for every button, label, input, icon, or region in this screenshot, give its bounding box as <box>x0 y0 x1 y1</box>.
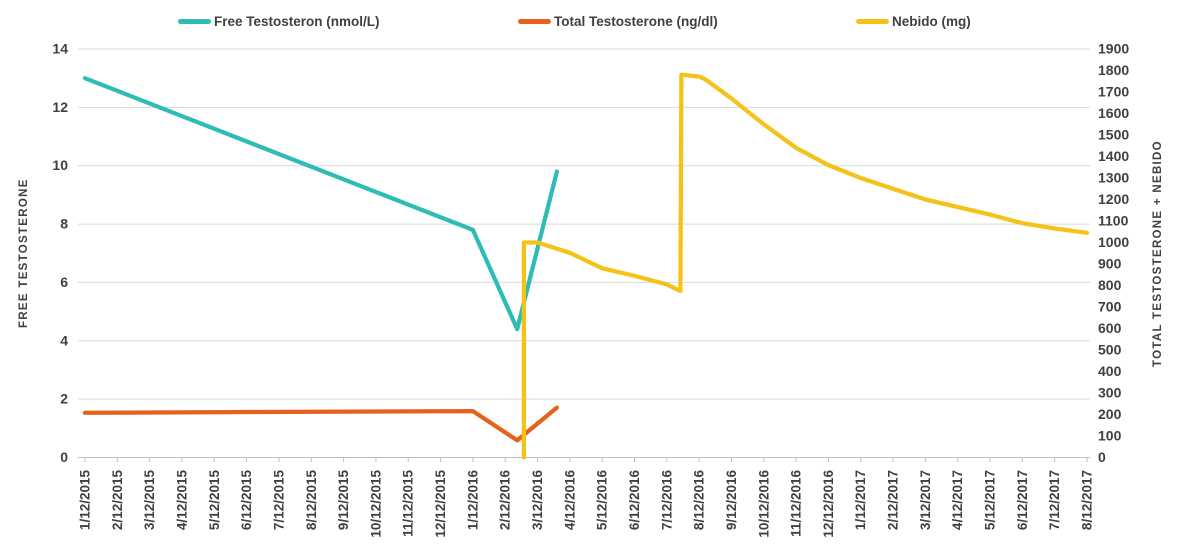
right-y-tick-label: 1000 <box>1098 234 1129 250</box>
right-y-tick-label: 1400 <box>1098 148 1129 164</box>
right-y-tick-label: 600 <box>1098 320 1122 336</box>
x-axis-tick-label: 2/12/2016 <box>498 470 513 531</box>
right-y-tick-label: 200 <box>1098 406 1122 422</box>
x-axis-tick-label: 4/12/2015 <box>174 470 189 531</box>
right-axis-title: TOTAL TESTOSTERONE + NEBIDO <box>1152 140 1164 367</box>
x-axis-tick-label: 5/12/2016 <box>595 470 610 531</box>
legend-label-nebido: Nebido (mg) <box>892 13 971 29</box>
x-axis-tick-label: 4/12/2017 <box>950 470 965 530</box>
right-y-tick-label: 1300 <box>1098 170 1129 186</box>
right-y-tick-label: 300 <box>1098 385 1122 401</box>
series-line-nebido-mg <box>521 72 1090 460</box>
x-axis-tick-label: 11/12/2016 <box>789 470 804 537</box>
x-axis-tick-label: 3/12/2015 <box>142 470 157 531</box>
x-axis-tick-label: 2/12/2015 <box>110 470 125 531</box>
x-axis-tick-label: 12/12/2015 <box>433 470 448 538</box>
x-axis-tick-label: 3/12/2016 <box>530 470 545 531</box>
right-y-tick-label: 0 <box>1098 449 1106 465</box>
left-y-tick-label: 2 <box>60 391 68 407</box>
right-y-tick-label: 1800 <box>1098 62 1129 78</box>
left-y-tick-label: 10 <box>52 157 68 173</box>
x-axis-tick-label: 6/12/2017 <box>1015 470 1030 530</box>
right-y-tick-label: 1900 <box>1098 41 1129 57</box>
series-line-total-testosterone-ng-dl <box>82 405 560 443</box>
x-axis-tick-label: 3/12/2017 <box>918 470 933 530</box>
x-axis-tick-label: 8/12/2015 <box>304 470 319 531</box>
x-axis-tick-label: 10/12/2015 <box>368 470 383 538</box>
x-axis-tick-label: 8/12/2017 <box>1080 470 1095 530</box>
x-axis-tick-label: 1/12/2017 <box>853 470 868 530</box>
left-y-tick-label: 4 <box>60 332 68 348</box>
x-axis-tick-label: 8/12/2016 <box>692 470 707 531</box>
x-axis-tick-label: 9/12/2015 <box>336 470 351 531</box>
left-y-tick-label: 0 <box>60 449 68 465</box>
x-axis-tick-label: 7/12/2016 <box>659 470 674 531</box>
right-y-tick-label: 1100 <box>1098 213 1129 229</box>
x-axis-tick-label: 7/12/2015 <box>271 470 286 531</box>
x-axis-tick-label: 5/12/2017 <box>983 470 998 530</box>
left-y-tick-label: 6 <box>60 274 68 290</box>
right-y-tick-label: 900 <box>1098 256 1122 272</box>
right-y-tick-label: 1700 <box>1098 84 1129 100</box>
legend-item-free-testosteron: Free Testosteron (nmol/L) <box>178 12 380 30</box>
right-y-tick-label: 1600 <box>1098 105 1129 121</box>
left-y-tick-label: 12 <box>52 99 68 115</box>
x-axis-tick-label: 2/12/2017 <box>886 470 901 530</box>
legend-swatch-total-testosterone <box>518 18 551 24</box>
x-axis-tick-label: 1/12/2016 <box>465 470 480 531</box>
series-line-free-testosteron-nmol-l <box>82 76 560 332</box>
right-y-tick-label: 500 <box>1098 342 1122 358</box>
x-axis-tick-label: 4/12/2016 <box>562 470 577 531</box>
legend-item-nebido: Nebido (mg) <box>856 12 971 30</box>
right-y-tick-label: 100 <box>1098 428 1122 444</box>
right-y-tick-label: 700 <box>1098 299 1122 315</box>
right-y-tick-label: 800 <box>1098 277 1122 293</box>
x-axis-tick-label: 5/12/2015 <box>207 470 222 531</box>
left-y-tick-label: 14 <box>52 41 68 57</box>
x-axis-tick-label: 6/12/2015 <box>239 470 254 531</box>
legend-item-total-testosterone: Total Testosterone (ng/dl) <box>518 12 718 30</box>
x-axis-tick-label: 1/12/2015 <box>78 470 93 531</box>
left-axis-title: FREE TESTOSTERONE <box>18 178 30 329</box>
x-axis-tick-label: 7/12/2017 <box>1047 470 1062 530</box>
x-axis-tick-label: 9/12/2016 <box>724 470 739 531</box>
legend-label-total-testosterone: Total Testosterone (ng/dl) <box>554 13 718 29</box>
legend-swatch-nebido <box>856 18 889 24</box>
left-y-tick-label: 8 <box>60 216 68 232</box>
right-y-tick-label: 1500 <box>1098 127 1129 143</box>
right-y-tick-label: 1200 <box>1098 191 1129 207</box>
right-y-tick-label: 400 <box>1098 363 1122 379</box>
legend-swatch-free-testosteron <box>178 18 211 24</box>
x-axis-tick-label: 6/12/2016 <box>627 470 642 531</box>
x-axis-tick-label: 12/12/2016 <box>821 470 836 538</box>
legend-label-free-testosteron: Free Testosteron (nmol/L) <box>214 13 380 29</box>
x-axis-tick-label: 11/12/2015 <box>401 470 416 537</box>
x-axis-tick-label: 10/12/2016 <box>756 470 771 538</box>
